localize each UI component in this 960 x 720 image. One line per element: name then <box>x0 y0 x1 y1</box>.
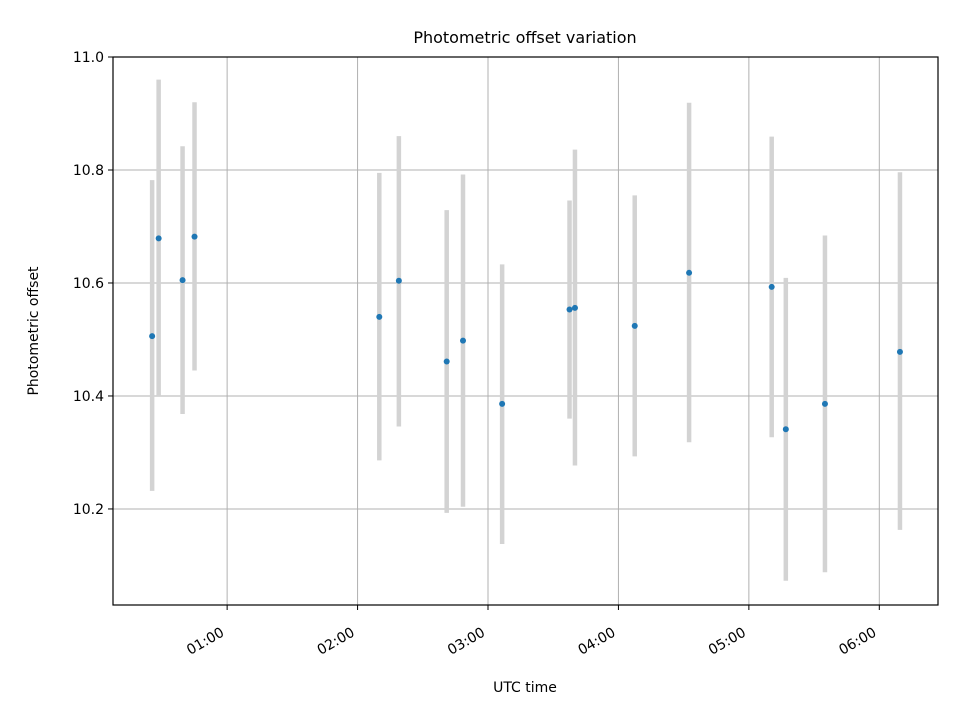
data-point <box>686 269 693 276</box>
data-point <box>191 233 198 240</box>
data-point <box>395 277 402 284</box>
data-point <box>821 400 828 407</box>
y-tick-label: 10.8 <box>73 163 104 179</box>
y-tick-label: 10.4 <box>73 389 104 405</box>
data-point <box>376 313 383 320</box>
data-point <box>149 333 156 340</box>
data-point <box>443 358 450 365</box>
y-tick-label: 10.2 <box>73 502 104 518</box>
plot-area <box>113 57 938 605</box>
y-axis-label: Photometric offset <box>26 266 42 396</box>
x-axis-label: UTC time <box>493 680 557 696</box>
data-point <box>179 277 186 284</box>
data-point <box>499 400 506 407</box>
y-tick-label: 11.0 <box>73 50 104 66</box>
data-points <box>149 233 903 433</box>
data-point <box>571 304 578 311</box>
data-point <box>896 348 903 355</box>
y-axis-ticks: 10.2 10.4 10.6 10.8 11.0 <box>73 50 113 518</box>
data-point <box>631 322 638 329</box>
chart-title: Photometric offset variation <box>413 28 636 47</box>
data-point <box>768 283 775 290</box>
axes-frame <box>112 56 939 606</box>
data-point <box>460 337 466 344</box>
y-tick-label: 10.6 <box>73 276 104 292</box>
data-point <box>782 426 789 433</box>
data-point <box>155 235 162 242</box>
data-point <box>566 306 573 313</box>
